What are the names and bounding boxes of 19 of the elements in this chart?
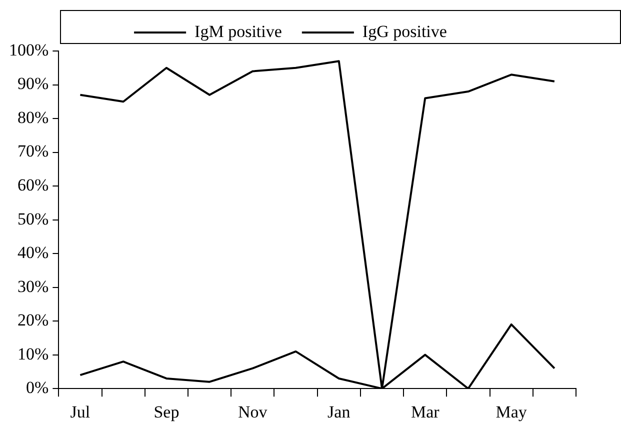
y-tick-label: 70%	[17, 142, 49, 161]
y-tick-label: 80%	[17, 108, 49, 127]
x-tick-label: May	[496, 402, 528, 422]
y-tick-label: 30%	[17, 276, 49, 296]
y-tick-label: 40%	[17, 243, 49, 262]
y-tick-label: 10%	[17, 344, 49, 364]
y-tick-label: 50%	[17, 209, 49, 228]
x-tick-label: Sep	[154, 402, 180, 422]
y-tick-label: 20%	[17, 310, 49, 330]
y-tick-label: 0%	[26, 378, 49, 398]
x-tick-label: Mar	[410, 402, 440, 422]
x-tick-label: Nov	[238, 402, 268, 422]
y-tick-label: 90%	[17, 74, 49, 94]
x-tick-label: Jan	[328, 402, 351, 422]
x-tick-label: Jul	[70, 402, 90, 422]
legend-label: IgM positive	[194, 22, 282, 41]
y-tick-label: 100%	[8, 40, 49, 60]
y-tick-label: 60%	[17, 176, 49, 195]
legend-label: IgG positive	[362, 22, 447, 41]
